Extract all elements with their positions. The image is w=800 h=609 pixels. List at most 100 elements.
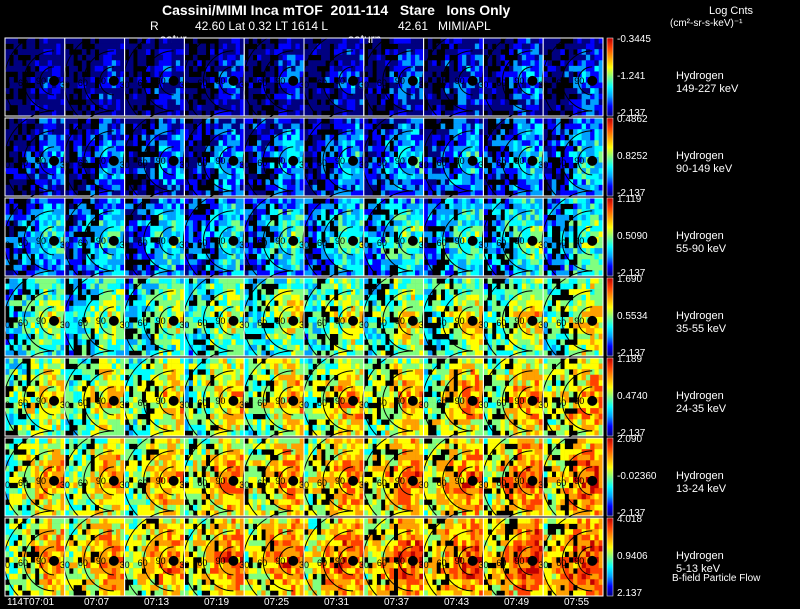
contour-label: 90 [514,476,524,486]
contour-label: 60 [18,78,28,88]
colorbar-1 [606,117,614,197]
contour-label: 60 [496,398,506,408]
contour-label: 60 [138,398,148,408]
contour-label: 90 [514,236,524,246]
energy-label: 13-24 keV [676,483,727,495]
colorbar-min: -2.137 [617,428,646,439]
header-r-label: R [150,19,159,33]
contour-label: 90 [156,156,166,166]
time-tick: 07:55 [564,597,590,608]
colorbar-3 [606,277,614,357]
contour-label: 90 [156,236,166,246]
species-label: Hydrogen [676,230,724,242]
contour-label: 60 [78,558,88,568]
contour-label: 60 [257,478,267,488]
contour-label: 60 [556,398,566,408]
contour-label: 60 [138,78,148,88]
contour-label: 90 [455,556,465,566]
contour-label: 90 [455,396,465,406]
contour-label: 90 [574,556,584,566]
contour-label: 90 [335,156,345,166]
contour-label: 60 [197,478,207,488]
contour-label: 60 [317,158,327,168]
contour-label: 90 [455,316,465,326]
contour-label: 60 [556,158,566,168]
contour-label: 60 [197,78,207,88]
contour-label: 60 [317,78,327,88]
contour-label: 60 [556,478,566,488]
contour-label: 90 [574,76,584,86]
contour-label: 60 [377,478,387,488]
contour-label: 90 [574,476,584,486]
contour-label: 60 [78,398,88,408]
time-tick: 07:13 [144,597,170,608]
contour-label: 90 [215,316,225,326]
contour-label: 90 [395,76,405,86]
colorbar-max: 1.189 [617,354,643,365]
contour-label: 90 [514,396,524,406]
contour-label: 60 [78,238,88,248]
contour-label: 60 [78,78,88,88]
colorbar-0 [606,37,614,117]
contour-label: 90 [455,476,465,486]
colorbar-max: 0.4862 [617,114,648,125]
species-label: Hydrogen [676,150,724,162]
time-tick: 114T07:01 [7,597,55,608]
contour-label: 60 [317,238,327,248]
contour-label: 60 [197,398,207,408]
contour-label: 60 [197,558,207,568]
contour-label: 90 [514,316,524,326]
time-tick: 07:07 [84,597,110,608]
colorbar-min: -2.137 [617,108,646,119]
contour-label: 60 [496,318,506,328]
energy-label: 90-149 keV [676,163,733,175]
contour-label: 90 [215,236,225,246]
contour-label: 90 [215,396,225,406]
contour-label: 60 [496,558,506,568]
contour-label: 90 [455,236,465,246]
contour-label: 90 [514,156,524,166]
colorbar-mid: 0.9406 [617,551,648,562]
contour-label: 90 [215,476,225,486]
contour-label: 60 [437,558,447,568]
contour-label: 60 [257,78,267,88]
contour-label: 90 [395,156,405,166]
colorbar-5 [606,437,614,517]
contour-label: 90 [514,556,524,566]
contour-label: 90 [574,236,584,246]
contour-label: 90 [36,556,46,566]
colorbar-min: 2.137 [617,588,643,599]
contour-label: 60 [257,318,267,328]
colorbar-min: -2.137 [617,188,646,199]
colorbar-mid: 0.5534 [617,311,648,322]
header-position: 42.60 Lat 0.32 LT 1614 L [195,19,329,33]
contour-label: 60 [556,238,566,248]
species-label: Hydrogen [676,550,724,562]
contour-label: 60 [377,238,387,248]
time-tick: 07:49 [504,597,530,608]
contour-label: 90 [275,556,285,566]
contour-label: 60 [138,318,148,328]
colorbar-6 [606,517,614,597]
contour-label: 60 [317,318,327,328]
